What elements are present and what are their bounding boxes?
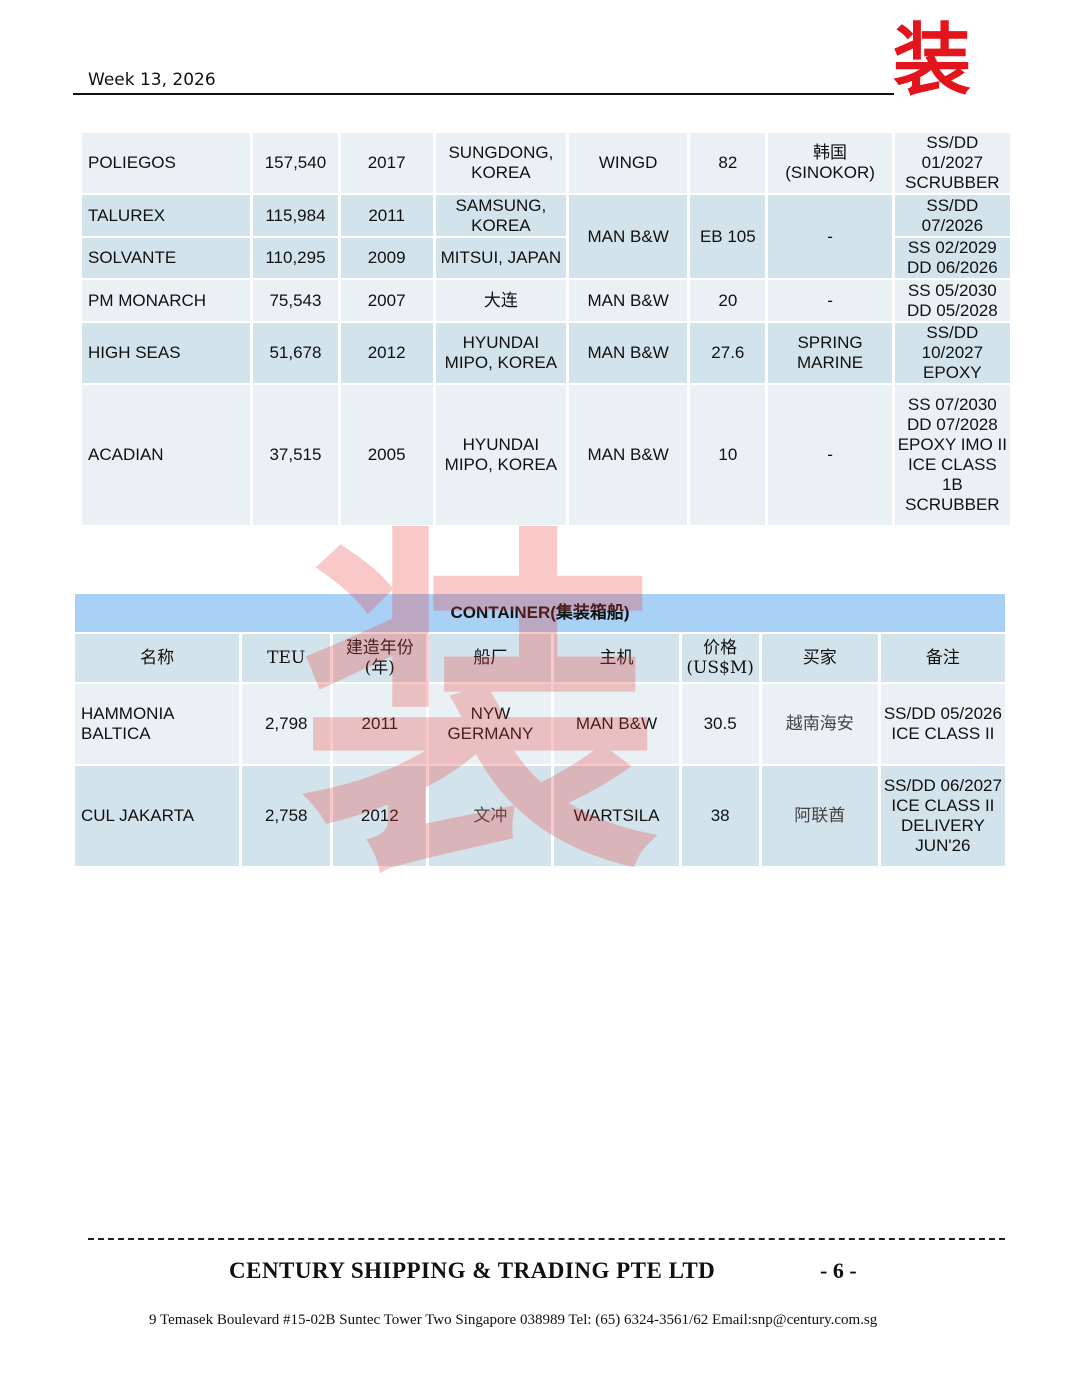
col-header-buyer: 买家	[761, 634, 878, 682]
company-logo: 装	[893, 15, 972, 106]
cell-remarks: SS/DD 05/2026 ICE CLASS II	[880, 684, 1005, 764]
cell-yard: SUNGDONG, KOREA	[435, 133, 567, 193]
cell-built: 2009	[340, 238, 433, 278]
col-header-engine: 主机	[554, 634, 679, 682]
cell-teu: 2,758	[242, 766, 331, 866]
cell-remarks: SS 02/2029 DD 06/2026	[894, 238, 1010, 278]
cell-built: 2011	[333, 684, 427, 764]
cell-engine: MAN B&W	[569, 280, 688, 321]
cell-name: CUL JAKARTA	[75, 766, 240, 866]
cell-name: SOLVANTE	[82, 238, 251, 278]
table-row: TALUREX 115,984 2011 SAMSUNG, KOREA MAN …	[82, 195, 1010, 278]
cell-dwt: 115,984	[253, 195, 338, 236]
cell-name: HAMMONIA BALTICA	[75, 684, 240, 764]
cell-name: POLIEGOS	[82, 133, 251, 193]
cell-dwt: 51,678	[253, 323, 338, 383]
cell-buyer: 越南海安	[761, 684, 878, 764]
cell-built: 2007	[340, 280, 433, 321]
cell-yard: HYUNDAI MIPO, KOREA	[435, 323, 567, 383]
cell-engine: MAN B&W	[554, 684, 679, 764]
table-row: SOLVANTE 110,295 2009 MITSUI, JAPAN SS 0…	[82, 238, 1010, 278]
cell-name: ACADIAN	[82, 385, 251, 525]
col-header-remarks: 备注	[880, 634, 1005, 682]
cell-name: TALUREX	[82, 195, 251, 236]
cell-buyer: 阿联酋	[761, 766, 878, 866]
col-header-price: 价格(US$M)	[681, 634, 759, 682]
cell-yard: 文冲	[429, 766, 552, 866]
footer-divider	[88, 1238, 1005, 1240]
cell-yard: MITSUI, JAPAN	[435, 238, 567, 278]
cell-yard: SAMSUNG, KOREA	[435, 195, 567, 236]
cell-built: 2012	[340, 323, 433, 383]
cell-engine: WARTSILA	[554, 766, 679, 866]
cell-remarks: SS/DD 07/2026	[894, 195, 1010, 236]
cell-engine: MAN B&W	[569, 385, 688, 525]
col-header-teu: TEU	[242, 634, 331, 682]
cell-buyer: -	[768, 385, 892, 525]
cell-name: HIGH SEAS	[82, 323, 251, 383]
cell-price: 30.5	[681, 684, 759, 764]
table-row: PM MONARCH 75,543 2007 大连 MAN B&W 20 - S…	[82, 280, 1010, 321]
cell-price: 20	[690, 280, 766, 321]
container-table: CONTAINER(集装箱船) 名称 TEU 建造年份(年) 船厂 主机 价格(…	[72, 592, 1008, 868]
cell-buyer: 韩国 (SINOKOR)	[768, 133, 892, 193]
cell-engine: MAN B&W	[569, 323, 688, 383]
cell-built: 2017	[340, 133, 433, 193]
cell-dwt: 75,543	[253, 280, 338, 321]
cell-built: 2005	[340, 385, 433, 525]
cell-buyer: -	[768, 195, 892, 278]
company-address: 9 Temasek Boulevard #15-02B Suntec Tower…	[149, 1312, 878, 1328]
tanker-table: POLIEGOS 157,540 2017 SUNGDONG, KOREA WI…	[79, 131, 1013, 527]
cell-remarks: SS/DD 10/2027 EPOXY	[894, 323, 1010, 383]
cell-built: 2011	[340, 195, 433, 236]
table-row: POLIEGOS 157,540 2017 SUNGDONG, KOREA WI…	[82, 133, 1010, 193]
table-row: HAMMONIA BALTICA 2,798 2011 NYW GERMANY …	[75, 684, 1005, 764]
table-row: HIGH SEAS 51,678 2012 HYUNDAI MIPO, KORE…	[82, 323, 1010, 383]
col-header-built: 建造年份(年)	[333, 634, 427, 682]
header-row: 名称 TEU 建造年份(年) 船厂 主机 价格(US$M) 买家 备注	[75, 634, 1005, 682]
cell-built: 2012	[333, 766, 427, 866]
cell-yard: HYUNDAI MIPO, KOREA	[435, 385, 567, 525]
cell-price: EB 105	[690, 195, 766, 278]
col-header-name: 名称	[75, 634, 240, 682]
header-rule	[73, 93, 894, 95]
cell-yard: NYW GERMANY	[429, 684, 552, 764]
table-row: CUL JAKARTA 2,758 2012 文冲 WARTSILA 38 阿联…	[75, 766, 1005, 866]
cell-price: 82	[690, 133, 766, 193]
company-name: CENTURY SHIPPING & TRADING PTE LTD	[229, 1258, 716, 1283]
container-title-row: CONTAINER(集装箱船)	[75, 594, 1005, 632]
cell-name: PM MONARCH	[82, 280, 251, 321]
cell-remarks: SS 07/2030 DD 07/2028 EPOXY IMO II ICE C…	[894, 385, 1010, 525]
cell-buyer: -	[768, 280, 892, 321]
cell-price: 38	[681, 766, 759, 866]
table-row: ACADIAN 37,515 2005 HYUNDAI MIPO, KOREA …	[82, 385, 1010, 525]
cell-yard: 大连	[435, 280, 567, 321]
cell-buyer: SPRING MARINE	[768, 323, 892, 383]
page-number: - 6 -	[820, 1258, 857, 1283]
cell-teu: 2,798	[242, 684, 331, 764]
col-header-yard: 船厂	[429, 634, 552, 682]
cell-dwt: 37,515	[253, 385, 338, 525]
cell-engine: WINGD	[569, 133, 688, 193]
cell-remarks: SS/DD 06/2027 ICE CLASS II DELIVERY JUN'…	[880, 766, 1005, 866]
cell-dwt: 157,540	[253, 133, 338, 193]
cell-remarks: SS 05/2030 DD 05/2028	[894, 280, 1010, 321]
cell-price: 27.6	[690, 323, 766, 383]
container-title: CONTAINER(集装箱船)	[75, 594, 1005, 632]
cell-remarks: SS/DD 01/2027 SCRUBBER	[894, 133, 1010, 193]
cell-dwt: 110,295	[253, 238, 338, 278]
week-label: Week 13, 2026	[88, 70, 216, 90]
cell-engine: MAN B&W	[569, 195, 688, 278]
cell-price: 10	[690, 385, 766, 525]
